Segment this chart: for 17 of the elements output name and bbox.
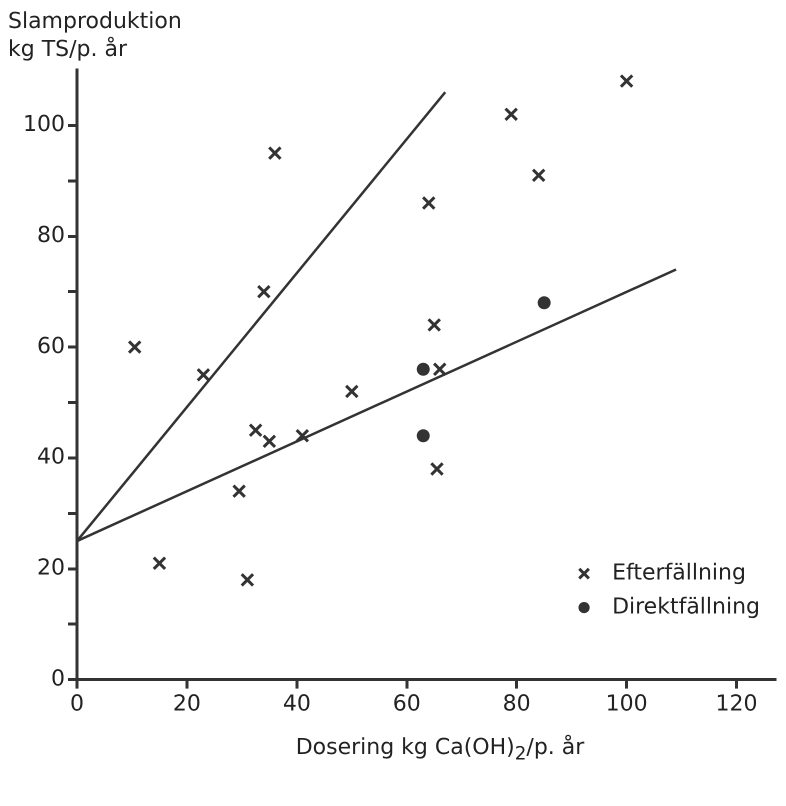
x-tick-label: 80 bbox=[502, 692, 531, 717]
x-tick-label: 100 bbox=[606, 692, 648, 717]
y-tick-label: 60 bbox=[36, 334, 65, 359]
y-axis-title: Slamproduktion kg TS/p. år bbox=[8, 8, 183, 64]
y-tick-label: 0 bbox=[50, 666, 65, 692]
y-tick-label: 100 bbox=[22, 112, 65, 138]
x-tick-label: 20 bbox=[172, 692, 201, 717]
y-tick-label: 40 bbox=[36, 444, 65, 470]
legend-label: Efterfällning bbox=[612, 560, 746, 586]
x-tick-label: 0 bbox=[70, 692, 84, 717]
x-tick-label: 40 bbox=[282, 692, 311, 717]
y-tick-label: 80 bbox=[36, 222, 65, 248]
legend-label: Direktfällning bbox=[612, 594, 760, 620]
x-tick-label: 120 bbox=[716, 692, 758, 717]
y-tick-label: 20 bbox=[36, 555, 65, 580]
x-axis-title: Dosering kg Ca(OH)$_{2}$/p. år bbox=[294, 735, 586, 764]
x-tick-label: 60 bbox=[392, 692, 421, 717]
